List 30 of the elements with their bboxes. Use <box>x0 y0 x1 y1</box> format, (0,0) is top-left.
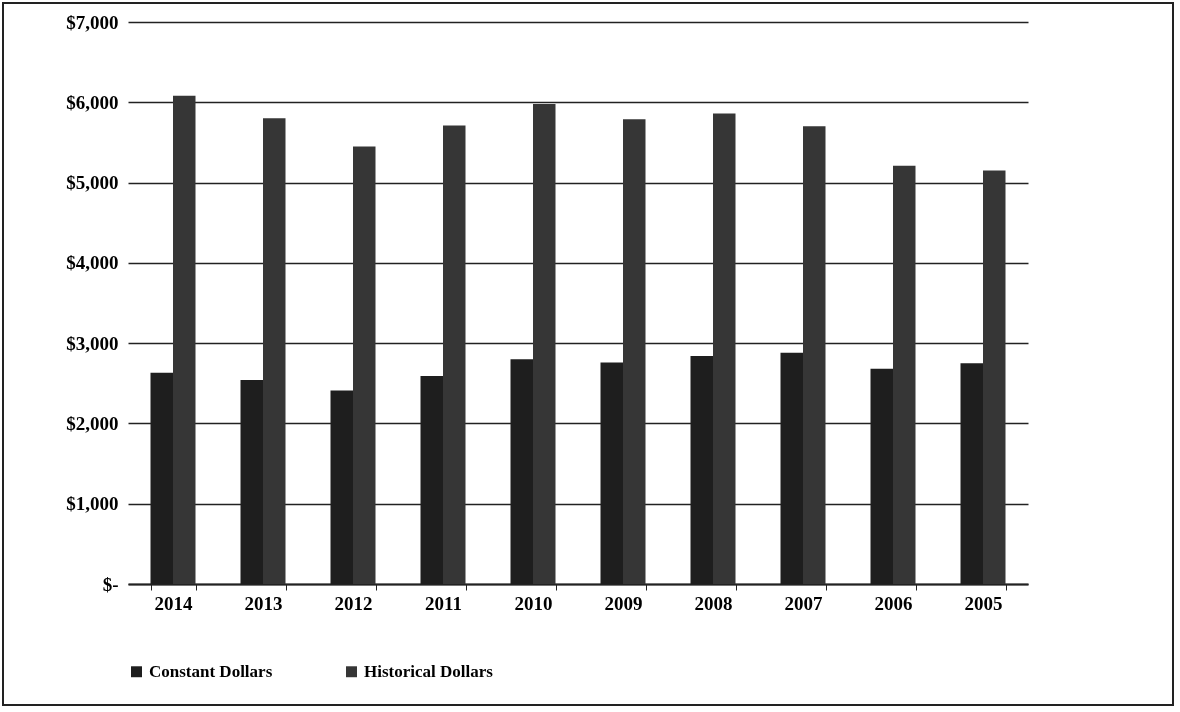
x-tick-label: 2012 <box>334 592 373 614</box>
x-tick-label: 2014 <box>154 592 193 614</box>
x-tick-label: 2011 <box>425 592 462 614</box>
x-tick-label: 2009 <box>604 592 643 614</box>
x-tick-label: 2010 <box>514 592 553 614</box>
legend-label: Constant Dollars <box>149 661 273 681</box>
bar <box>263 118 286 584</box>
y-tick-label: $6,000 <box>66 91 119 113</box>
bar <box>443 125 466 584</box>
bar <box>713 113 736 584</box>
y-tick-label: $3,000 <box>66 332 119 354</box>
bar <box>983 170 1006 584</box>
y-tick-label: $4,000 <box>66 252 119 274</box>
y-tick-label: $5,000 <box>66 172 119 194</box>
y-tick-label: $1,000 <box>66 493 119 515</box>
x-tick-label: 2013 <box>244 592 283 614</box>
bar <box>893 165 916 584</box>
bar <box>173 95 196 584</box>
y-tick-label: $2,000 <box>66 412 119 434</box>
x-tick-label: 2008 <box>694 592 733 614</box>
bar <box>623 119 646 584</box>
bar <box>533 103 556 584</box>
x-tick-label: 2007 <box>784 592 823 614</box>
bar <box>353 146 376 584</box>
legend-label: Historical Dollars <box>364 661 494 681</box>
bar <box>803 126 826 584</box>
x-tick-label: 2006 <box>874 592 913 614</box>
y-tick-label: $7,000 <box>66 11 119 33</box>
y-tick-label: $- <box>102 573 119 595</box>
x-tick-label: 2005 <box>964 592 1003 614</box>
